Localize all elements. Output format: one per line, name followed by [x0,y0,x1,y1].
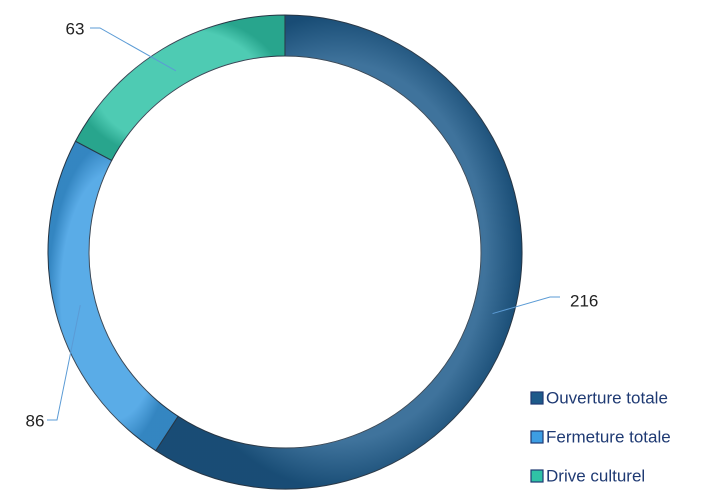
legend-label: Ouverture totale [546,388,668,407]
data-label: 86 [26,411,45,430]
segment-shade [155,15,523,490]
legend-label: Fermeture totale [546,427,671,446]
legend-swatch [530,391,544,405]
segment-shade [48,141,179,451]
data-label: 216 [570,291,598,310]
legend-label: Drive culturel [546,466,645,485]
legend-swatch [530,469,544,483]
data-label: 63 [66,19,85,38]
leader-line [90,27,177,72]
segment-shade [75,14,285,161]
legend-swatch [530,430,544,444]
leader-line [47,305,81,421]
leader-line [492,296,560,315]
donut-segment [155,14,523,490]
